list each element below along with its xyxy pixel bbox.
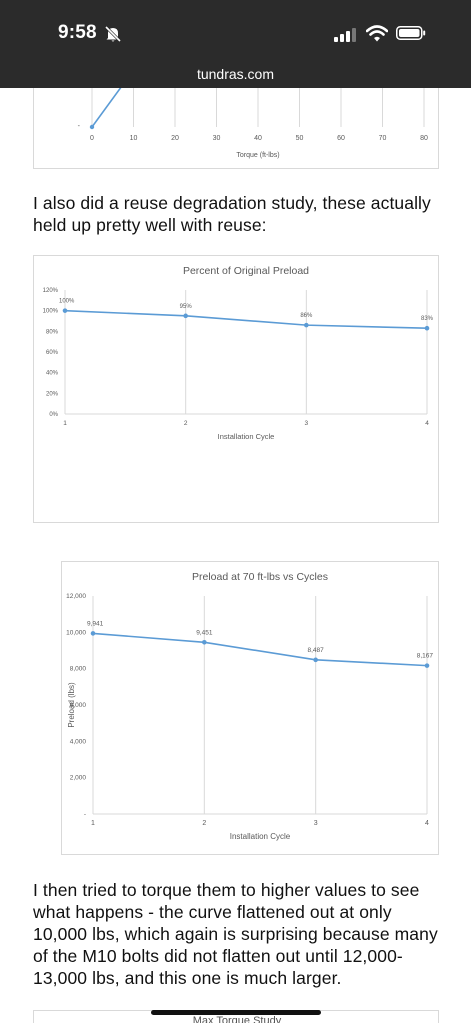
x-tick-label: 2	[184, 420, 188, 427]
x-tick-label: 1	[63, 420, 67, 427]
x-tick-label: 40	[254, 135, 262, 142]
x-axis-title: Installation Cycle	[230, 832, 291, 841]
browser-address-bar[interactable]: tundras.com	[0, 62, 471, 88]
y-tick-label: 2,000	[70, 775, 87, 782]
data-point	[62, 308, 68, 313]
x-tick-label: 50	[296, 135, 304, 142]
data-label: 86%	[300, 313, 313, 319]
data-label: 8,167	[417, 653, 434, 660]
x-axis-title: Torque (ft-lbs)	[236, 152, 279, 159]
y-tick-label: 12,000	[66, 593, 86, 600]
series-line	[64, 309, 428, 330]
y-tick-label: 10,000	[66, 629, 86, 636]
max-torque-chart-title: Max Torque Study	[192, 1015, 282, 1023]
article-content: 0 10 20 30 40 50 60 70 80 2,000 - Torque (ft-lbs) I…	[0, 88, 471, 1023]
y-tick-label: 60%	[46, 350, 59, 356]
x-tick-label: 3	[305, 420, 309, 427]
x-tick-label: 2	[202, 820, 206, 827]
x-tick-label: 3	[314, 820, 318, 827]
chart-title: Percent of Original Preload	[183, 265, 309, 277]
y-tick-label: 6,000	[70, 702, 87, 709]
y-tick-label: 120%	[43, 288, 59, 294]
x-tick-label: 4	[425, 420, 429, 427]
data-label: 8,487	[308, 647, 325, 654]
bell-slash-icon	[104, 25, 122, 48]
x-tick-label: 10	[130, 135, 138, 142]
wifi-icon	[365, 25, 389, 47]
y-tick-label: 100%	[43, 309, 59, 315]
y-tick-label: 0%	[49, 412, 58, 418]
x-tick-label: 70	[379, 135, 387, 142]
data-label: 100%	[59, 299, 75, 305]
data-label: 95%	[180, 304, 193, 310]
y-axis-title: Preload (lbs)	[67, 682, 76, 728]
data-point	[424, 663, 430, 668]
x-tick-label: 20	[171, 135, 179, 142]
data-point	[89, 124, 95, 130]
url-text: tundras.com	[196, 66, 275, 82]
data-point	[304, 322, 309, 328]
chart-title: Preload at 70 ft-lbs vs Cycles	[192, 571, 328, 583]
x-axis-title: Installation Cycle	[218, 432, 275, 441]
x-tick-label: 60	[337, 135, 345, 142]
percent-preload-chart: Percent of Original Preload 1 2 3 4 0% 20% 40% 6…	[33, 255, 439, 523]
paragraph-max-torque: I then tried to torque them to higher va…	[33, 880, 438, 988]
data-point	[90, 631, 96, 636]
y-tick-label: -	[84, 811, 86, 818]
torque-preload-chart: 010203040506070802,000-Torque (ft-lbs)	[33, 88, 439, 169]
data-label: 83%	[421, 316, 434, 322]
y-tick-label: -	[78, 123, 81, 130]
home-indicator[interactable]	[151, 1010, 321, 1015]
x-tick-label: 1	[91, 820, 95, 827]
x-tick-label: 4	[425, 820, 429, 827]
series-line	[91, 88, 122, 128]
data-point	[424, 325, 430, 331]
status-bar: 9:58	[0, 0, 471, 62]
y-tick-label: 8,000	[70, 666, 87, 673]
series-line	[92, 632, 428, 667]
battery-icon	[396, 26, 426, 45]
x-tick-label: 0	[90, 135, 94, 142]
x-tick-label: 80	[420, 135, 428, 142]
status-time: 9:58	[58, 22, 97, 43]
x-tick-label: 30	[213, 135, 221, 142]
paragraph-reuse-study: I also did a reuse degradation study, th…	[33, 193, 431, 235]
data-point	[183, 313, 188, 319]
data-point	[313, 657, 318, 663]
data-label: 9,941	[87, 620, 104, 627]
y-tick-label: 80%	[46, 329, 59, 335]
preload-vs-cycles-chart: Preload at 70 ft-lbs vs Cycles 1 2 3 4 - 2,000…	[61, 561, 439, 855]
y-tick-label: 40%	[46, 371, 59, 377]
y-tick-label: 20%	[46, 391, 59, 397]
y-tick-label: 4,000	[70, 738, 87, 745]
data-point	[202, 640, 207, 645]
data-label: 9,451	[196, 629, 213, 636]
cellular-signal-icon	[334, 28, 356, 47]
